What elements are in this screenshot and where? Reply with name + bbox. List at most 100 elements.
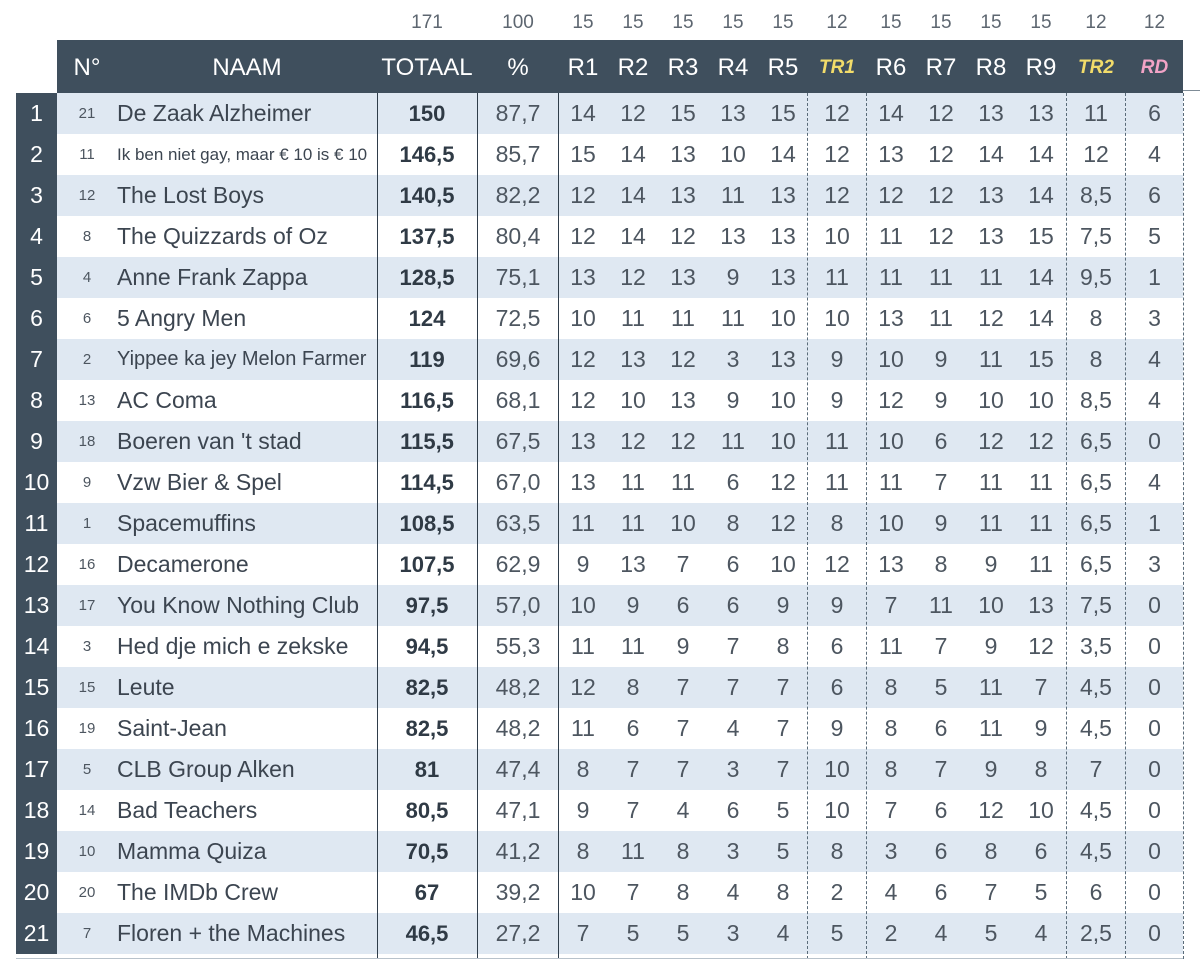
score-cell-r1: 10 <box>570 879 596 905</box>
score-cell-r4: 11 <box>721 182 745 208</box>
score-cell-rd: 4 <box>1148 346 1161 372</box>
team-number-cell: 6 <box>82 310 92 327</box>
score-cell-r1: 12 <box>570 346 596 372</box>
score-cell-r2: 11 <box>621 838 645 864</box>
team-name-cell: The Quizzards of Oz <box>117 223 328 249</box>
total-cell: 150 <box>408 101 446 126</box>
percent-cell: 39,2 <box>495 879 541 905</box>
score-cell-r7: 9 <box>934 387 948 413</box>
total-cell: 82,5 <box>405 675 449 700</box>
max-points-cell: 100 <box>502 12 534 33</box>
score-cell-r5: 7 <box>776 715 790 741</box>
rank-cell: 5 <box>16 257 57 298</box>
total-cell: 124 <box>408 306 446 331</box>
score-cell-r4: 6 <box>726 797 740 823</box>
score-cell-r5: 7 <box>776 756 790 782</box>
team-number-cell: 2 <box>82 351 92 368</box>
score-cell-r1: 11 <box>571 715 595 741</box>
score-cell-r3: 13 <box>670 141 696 167</box>
table-row: 12 16 Decamerone 107,5 62,9 9 13 7 6 10 12 13 8 9 11 6,… <box>0 544 1200 585</box>
max-points-cell: 15 <box>930 12 952 33</box>
team-name-cell: You Know Nothing Club <box>117 592 360 618</box>
score-cell-r3: 13 <box>670 387 696 413</box>
team-number-cell: 14 <box>78 802 96 819</box>
score-cell-r1: 11 <box>571 633 595 659</box>
score-cell-r8: 9 <box>984 633 998 659</box>
score-cell-tr2: 11 <box>1084 100 1108 126</box>
score-cell-r9: 10 <box>1028 387 1054 413</box>
score-cell-r6: 11 <box>879 223 903 249</box>
score-cell-r5: 15 <box>770 100 796 126</box>
table-row: 5 4 Anne Frank Zappa 128,5 75,1 13 12 13 9 13 11 11… <box>0 257 1200 298</box>
score-cell-tr1: 12 <box>824 141 850 167</box>
score-cell-r8: 11 <box>979 510 1003 536</box>
score-cell-r5: 13 <box>770 223 796 249</box>
score-cell-r8: 9 <box>984 756 998 782</box>
score-cell-r3: 9 <box>676 633 690 659</box>
score-cell-tr1: 8 <box>830 510 844 536</box>
score-cell-r7: 7 <box>934 469 948 495</box>
score-cell-r6: 10 <box>878 346 904 372</box>
team-name-cell: Floren + the Machines <box>117 920 346 946</box>
score-cell-tr2: 8,5 <box>1080 387 1112 413</box>
score-cell-tr1: 9 <box>830 387 844 413</box>
score-cell-r2: 12 <box>620 100 646 126</box>
divider-dash-tr1-right <box>866 93 867 959</box>
score-cell-tr2: 7,5 <box>1080 223 1112 249</box>
score-cell-r7: 6 <box>934 838 948 864</box>
max-points-cell: 15 <box>622 12 644 33</box>
rank-cell: 3 <box>16 175 57 216</box>
score-cell-r1: 13 <box>570 469 596 495</box>
score-cell-r9: 14 <box>1028 264 1054 290</box>
score-cell-r6: 11 <box>879 633 903 659</box>
score-cell-r5: 5 <box>776 797 790 823</box>
row-background <box>57 339 1183 380</box>
percent-cell: 57,0 <box>495 592 541 618</box>
max-points-cell: 171 <box>411 12 443 33</box>
score-cell-tr1: 10 <box>824 305 850 331</box>
score-cell-r2: 8 <box>626 674 640 700</box>
score-cell-r7: 12 <box>928 223 954 249</box>
score-cell-r9: 9 <box>1034 715 1048 741</box>
team-name-cell: AC Coma <box>117 387 217 413</box>
total-cell: 140,5 <box>399 183 455 208</box>
score-cell-r9: 5 <box>1034 879 1048 905</box>
table-row: 4 8 The Quizzards of Oz 137,5 80,4 12 14 12 13 13… <box>0 216 1200 257</box>
score-cell-r3: 4 <box>676 797 690 823</box>
total-cell: 80,5 <box>405 798 449 823</box>
rank-cell: 1 <box>16 93 57 134</box>
divider-dash-tr1-left <box>807 93 808 959</box>
rank-cell: 6 <box>16 298 57 339</box>
score-cell-r6: 7 <box>884 797 898 823</box>
score-cell-r3: 12 <box>670 428 696 454</box>
score-cell-r3: 8 <box>676 838 690 864</box>
divider-total-pct <box>477 93 478 959</box>
team-name-cell: Decamerone <box>117 551 249 577</box>
total-cell: 119 <box>409 347 445 372</box>
header-totaal: TOTAAL <box>381 54 473 81</box>
score-cell-r8: 9 <box>984 551 998 577</box>
percent-cell: 41,2 <box>495 838 541 864</box>
team-number-cell: 1 <box>82 515 92 532</box>
score-cell-r5: 7 <box>776 674 790 700</box>
score-cell-r5: 12 <box>770 469 796 495</box>
score-cell-r8: 13 <box>978 100 1004 126</box>
table-row: 11 1 Spacemuffins 108,5 63,5 11 11 10 8 12 8 10 9 11 1… <box>0 503 1200 544</box>
row-background <box>57 667 1183 708</box>
score-cell-tr2: 6,5 <box>1080 551 1112 577</box>
score-cell-tr1: 12 <box>824 182 850 208</box>
score-cell-r1: 8 <box>576 838 590 864</box>
score-cell-r1: 13 <box>570 428 596 454</box>
score-cell-r9: 15 <box>1028 223 1054 249</box>
team-name-cell: The IMDb Crew <box>117 879 279 905</box>
score-cell-r4: 11 <box>721 428 745 454</box>
team-name-cell: Saint-Jean <box>117 715 227 741</box>
row-background <box>57 749 1183 790</box>
score-cell-r3: 13 <box>670 182 696 208</box>
table-row: 7 2 Yippee ka jey Melon Farmer 119 69,6 12 13 1… <box>0 339 1200 380</box>
score-cell-rd: 1 <box>1148 510 1161 536</box>
score-cell-tr2: 8 <box>1089 346 1103 372</box>
rank-cell: 10 <box>16 462 57 503</box>
team-number-cell: 13 <box>78 392 96 409</box>
table-row: 18 14 Bad Teachers 80,5 47,1 9 7 4 6 5 10 7 6 12 10 4,5… <box>0 790 1200 831</box>
